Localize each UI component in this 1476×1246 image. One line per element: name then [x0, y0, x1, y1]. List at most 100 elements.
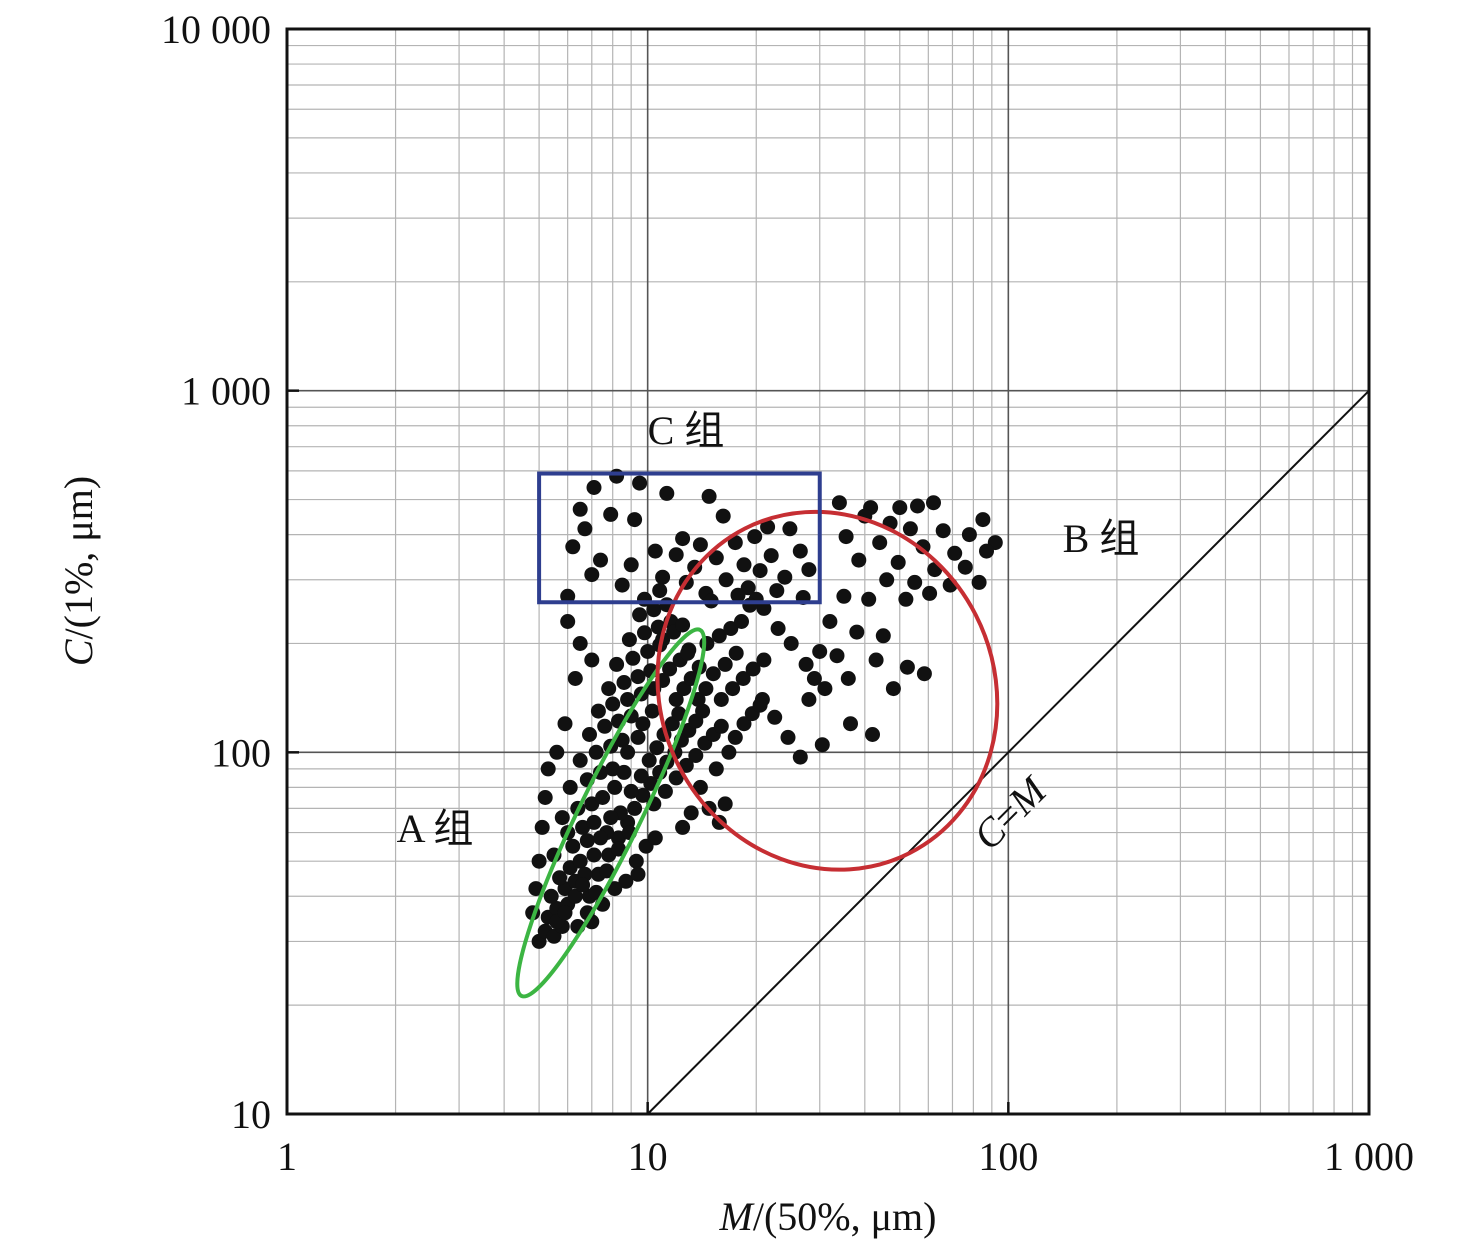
data-point: [632, 475, 648, 491]
data-point: [868, 652, 884, 668]
data-point: [640, 644, 656, 659]
data-point: [763, 548, 779, 564]
data-point: [806, 671, 822, 686]
data-point: [586, 847, 602, 863]
data-point: [698, 681, 714, 697]
data-point: [593, 830, 608, 846]
data-point: [586, 480, 602, 495]
data-point: [531, 853, 547, 869]
data-point: [609, 468, 625, 484]
data-point: [572, 636, 588, 651]
data-point: [752, 563, 768, 579]
x-tick-label: 100: [978, 1134, 1038, 1179]
data-point: [649, 740, 665, 756]
data-point: [814, 737, 830, 753]
data-point: [620, 744, 636, 760]
data-point: [777, 569, 793, 585]
data-point: [657, 783, 673, 799]
grid-minor: [287, 29, 1369, 1114]
data-point: [567, 888, 583, 904]
data-point: [572, 853, 588, 869]
data-point: [668, 692, 684, 707]
data-point: [692, 537, 708, 553]
data-point: [607, 779, 623, 795]
data-point: [907, 574, 923, 590]
data-point: [603, 810, 619, 826]
data-point: [575, 819, 591, 835]
data-point: [711, 628, 727, 644]
data-point: [798, 656, 814, 672]
data-point: [849, 624, 865, 640]
data-point: [595, 790, 611, 805]
data-point: [582, 727, 597, 742]
data-point: [922, 585, 938, 601]
data-point: [614, 732, 630, 748]
data-point: [630, 729, 646, 745]
data-point: [735, 671, 751, 686]
group-b-label: B 组: [1063, 516, 1140, 561]
data-point: [890, 554, 906, 570]
data-point: [718, 572, 734, 588]
data-point: [780, 729, 796, 745]
data-point: [588, 744, 604, 760]
data-point: [916, 666, 932, 682]
data-point: [618, 873, 634, 889]
data-point: [979, 543, 994, 559]
data-point: [782, 521, 798, 537]
group-labels: A 组 B 组 C 组: [397, 408, 1140, 851]
data-point: [630, 866, 646, 882]
data-point: [552, 870, 568, 886]
data-point: [915, 539, 931, 555]
data-point: [875, 628, 891, 644]
data-point: [701, 488, 717, 504]
data-point: [644, 703, 660, 719]
data-point: [708, 550, 724, 566]
data-point: [727, 535, 743, 551]
data-point: [892, 500, 908, 516]
data-point: [560, 614, 576, 629]
data-point: [688, 748, 704, 763]
data-point: [792, 543, 808, 559]
data-point: [567, 671, 583, 686]
data-point: [584, 567, 600, 583]
data-point: [695, 703, 711, 719]
data-point: [605, 761, 621, 777]
data-point: [840, 671, 856, 686]
data-point: [534, 819, 550, 835]
data-point: [611, 841, 626, 857]
data-point: [902, 521, 918, 537]
y-tick-label: 10: [231, 1092, 271, 1137]
data-point: [872, 535, 888, 551]
data-point: [747, 529, 763, 545]
data-point: [725, 681, 741, 697]
data-point: [659, 485, 675, 501]
data-point: [584, 652, 600, 668]
data-point: [633, 768, 649, 784]
data-point: [620, 692, 636, 707]
data-point: [528, 881, 544, 897]
data-point: [609, 656, 625, 672]
data-point: [605, 696, 621, 712]
data-point: [554, 810, 570, 826]
data-point: [734, 614, 749, 629]
data-point: [628, 853, 644, 869]
data-point: [843, 716, 858, 732]
data-point: [899, 659, 915, 675]
group-outlines: [515, 471, 1000, 999]
data-point: [770, 621, 786, 636]
data-point: [632, 607, 648, 623]
data-point: [756, 600, 772, 616]
group-a-label: A 组: [397, 806, 474, 851]
y-tick-label: 10 000: [161, 7, 271, 52]
data-point: [975, 512, 991, 528]
data-point: [647, 830, 663, 846]
data-point: [836, 588, 852, 604]
data-point: [549, 744, 565, 760]
data-point: [586, 814, 602, 830]
data-point: [961, 527, 977, 543]
data-points: [525, 468, 1003, 949]
data-point: [831, 495, 847, 511]
data-point: [817, 681, 833, 697]
data-point: [637, 625, 652, 641]
